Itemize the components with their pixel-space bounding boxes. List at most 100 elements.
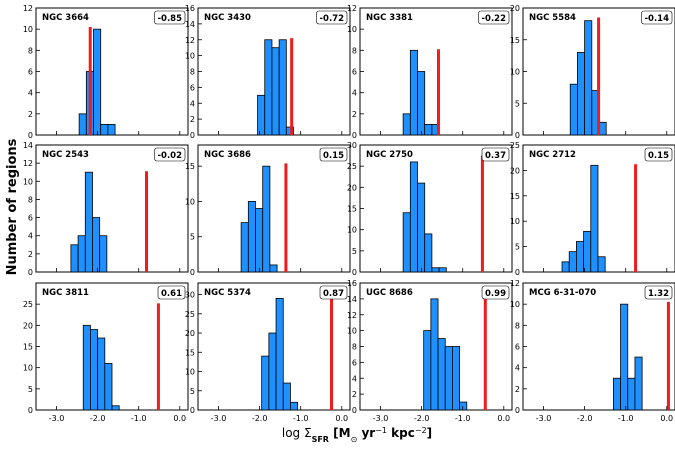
y-tick-label: 20 xyxy=(510,166,520,175)
histogram-bar xyxy=(584,20,593,136)
y-tick-label: 10 xyxy=(185,368,195,377)
histogram-bar xyxy=(409,161,418,273)
x-tick-label: -3.0 xyxy=(49,414,65,423)
y-tick-label: 4 xyxy=(28,232,33,241)
histogram-bar xyxy=(423,330,432,411)
y-tick-label: 5 xyxy=(190,387,195,396)
y-tick-label: 2 xyxy=(352,110,357,119)
histogram-bar xyxy=(597,256,606,273)
panel-8: 0 5 10 15 20 25 NGC 2712 0.15 xyxy=(510,141,675,277)
x-tick-label: 0.0 xyxy=(335,414,348,423)
x-tick-label: -2.0 xyxy=(252,414,268,423)
histogram-bar xyxy=(269,264,278,273)
histogram-bar xyxy=(459,401,468,411)
y-tick-label: 2 xyxy=(28,110,33,119)
y-tick-label: 4 xyxy=(352,89,357,98)
galaxy-name-label: NGC 5584 xyxy=(529,13,576,23)
x-tick-label: -1.0 xyxy=(293,414,309,423)
histogram-bar xyxy=(82,324,91,411)
value-box xyxy=(481,147,510,162)
y-tick-label: 10 xyxy=(347,226,357,235)
y-tick-label: 16 xyxy=(185,4,195,13)
histogram-bar xyxy=(430,298,439,411)
y-tick-label: 0 xyxy=(28,131,33,140)
histogram-bar xyxy=(576,241,584,273)
x-tick-label: 0.0 xyxy=(173,414,186,423)
value-label: 0.15 xyxy=(648,151,669,161)
histogram-bar xyxy=(268,332,277,411)
y-tick-label: 15 xyxy=(510,36,520,45)
histogram-bar xyxy=(247,201,256,273)
y-tick-label: 5 xyxy=(28,385,33,394)
value-label: 0.61 xyxy=(161,289,182,299)
y-tick-label: 14 xyxy=(185,20,195,29)
histogram-bar xyxy=(417,71,426,136)
y-tick-label: 0 xyxy=(28,406,33,415)
galaxy-name-label: NGC 2543 xyxy=(42,150,89,160)
y-tick-label: 2 xyxy=(515,385,520,394)
value-label: 0.87 xyxy=(323,289,344,299)
histogram-bar xyxy=(84,171,93,273)
y-tick-label: 6 xyxy=(515,343,520,352)
y-tick-label: 10 xyxy=(185,197,195,206)
y-tick-label: 4 xyxy=(515,364,520,373)
y-tick-label: 15 xyxy=(510,192,520,201)
value-box xyxy=(319,285,348,300)
x-tick-label: -3.0 xyxy=(373,414,389,423)
histogram-bar xyxy=(111,405,120,411)
y-tick-label: 12 xyxy=(347,311,357,320)
panels-layer: 0 2 4 6 8 10 12 NGC 3664 -0.85 0 2 4 6 8 10 12 14 16 NGC 3… xyxy=(23,4,675,423)
y-tick-label: 5 xyxy=(515,243,520,252)
y-tick-label: 6 xyxy=(28,214,33,223)
y-tick-label: 14 xyxy=(23,141,33,150)
y-tick-label: 20 xyxy=(510,4,520,13)
y-tick-label: 0 xyxy=(352,131,357,140)
panel-frame xyxy=(359,7,513,136)
histogram-bar xyxy=(257,94,266,136)
value-label: 0.37 xyxy=(485,151,506,161)
value-box xyxy=(644,147,673,162)
value-label: 1.32 xyxy=(648,289,669,299)
panel-frame xyxy=(197,144,351,273)
y-tick-label: 20 xyxy=(23,321,33,330)
panel-3: 0 2 4 6 8 10 12 NGC 3381 -0.22 xyxy=(347,4,513,140)
value-box xyxy=(157,285,186,300)
y-tick-label: 10 xyxy=(185,52,195,61)
histogram-bar xyxy=(70,244,79,273)
y-tick-label: 8 xyxy=(190,68,195,77)
galaxy-name-label: UGC 8686 xyxy=(366,288,413,298)
value-box xyxy=(481,285,510,300)
histogram-bar xyxy=(444,346,453,411)
galaxy-name-label: NGC 3811 xyxy=(42,288,89,298)
histogram-bar xyxy=(255,208,264,273)
galaxy-name-label: MCG 6-31-070 xyxy=(529,288,596,298)
galaxy-name-label: NGC 3686 xyxy=(204,150,251,160)
y-tick-label: 6 xyxy=(28,68,33,77)
histogram-bar xyxy=(90,329,99,411)
histogram-bar xyxy=(104,363,113,411)
x-tick-label: 0.0 xyxy=(497,414,510,423)
value-box xyxy=(316,10,348,25)
histogram-bar xyxy=(93,28,102,136)
histogram-bar xyxy=(634,356,643,411)
x-tick-label: -1.0 xyxy=(618,414,634,423)
histogram-bar xyxy=(264,39,273,136)
panel-frame xyxy=(359,144,513,273)
panel-7: 0 5 10 15 20 25 30 NGC 2750 0.37 xyxy=(347,141,513,277)
y-tick-label: 0 xyxy=(190,268,195,277)
galaxy-name-label: NGC 3430 xyxy=(204,13,251,23)
y-tick-label: 8 xyxy=(28,195,33,204)
y-tick-label: 2 xyxy=(352,390,357,399)
y-tick-label: 5 xyxy=(515,99,520,108)
y-tick-label: 12 xyxy=(23,159,33,168)
y-tick-label: 0 xyxy=(515,268,520,277)
panel-frame xyxy=(35,144,189,273)
y-tick-label: 25 xyxy=(185,310,195,319)
value-label: 0.99 xyxy=(485,289,506,299)
y-tick-label: 25 xyxy=(23,300,33,309)
y-tick-label: 5 xyxy=(190,233,195,242)
galaxy-name-label: NGC 5374 xyxy=(204,288,251,298)
y-tick-label: 16 xyxy=(347,279,357,288)
panel-5: 0 2 4 6 8 10 12 14 NGC 2543 -0.02 xyxy=(23,141,189,277)
